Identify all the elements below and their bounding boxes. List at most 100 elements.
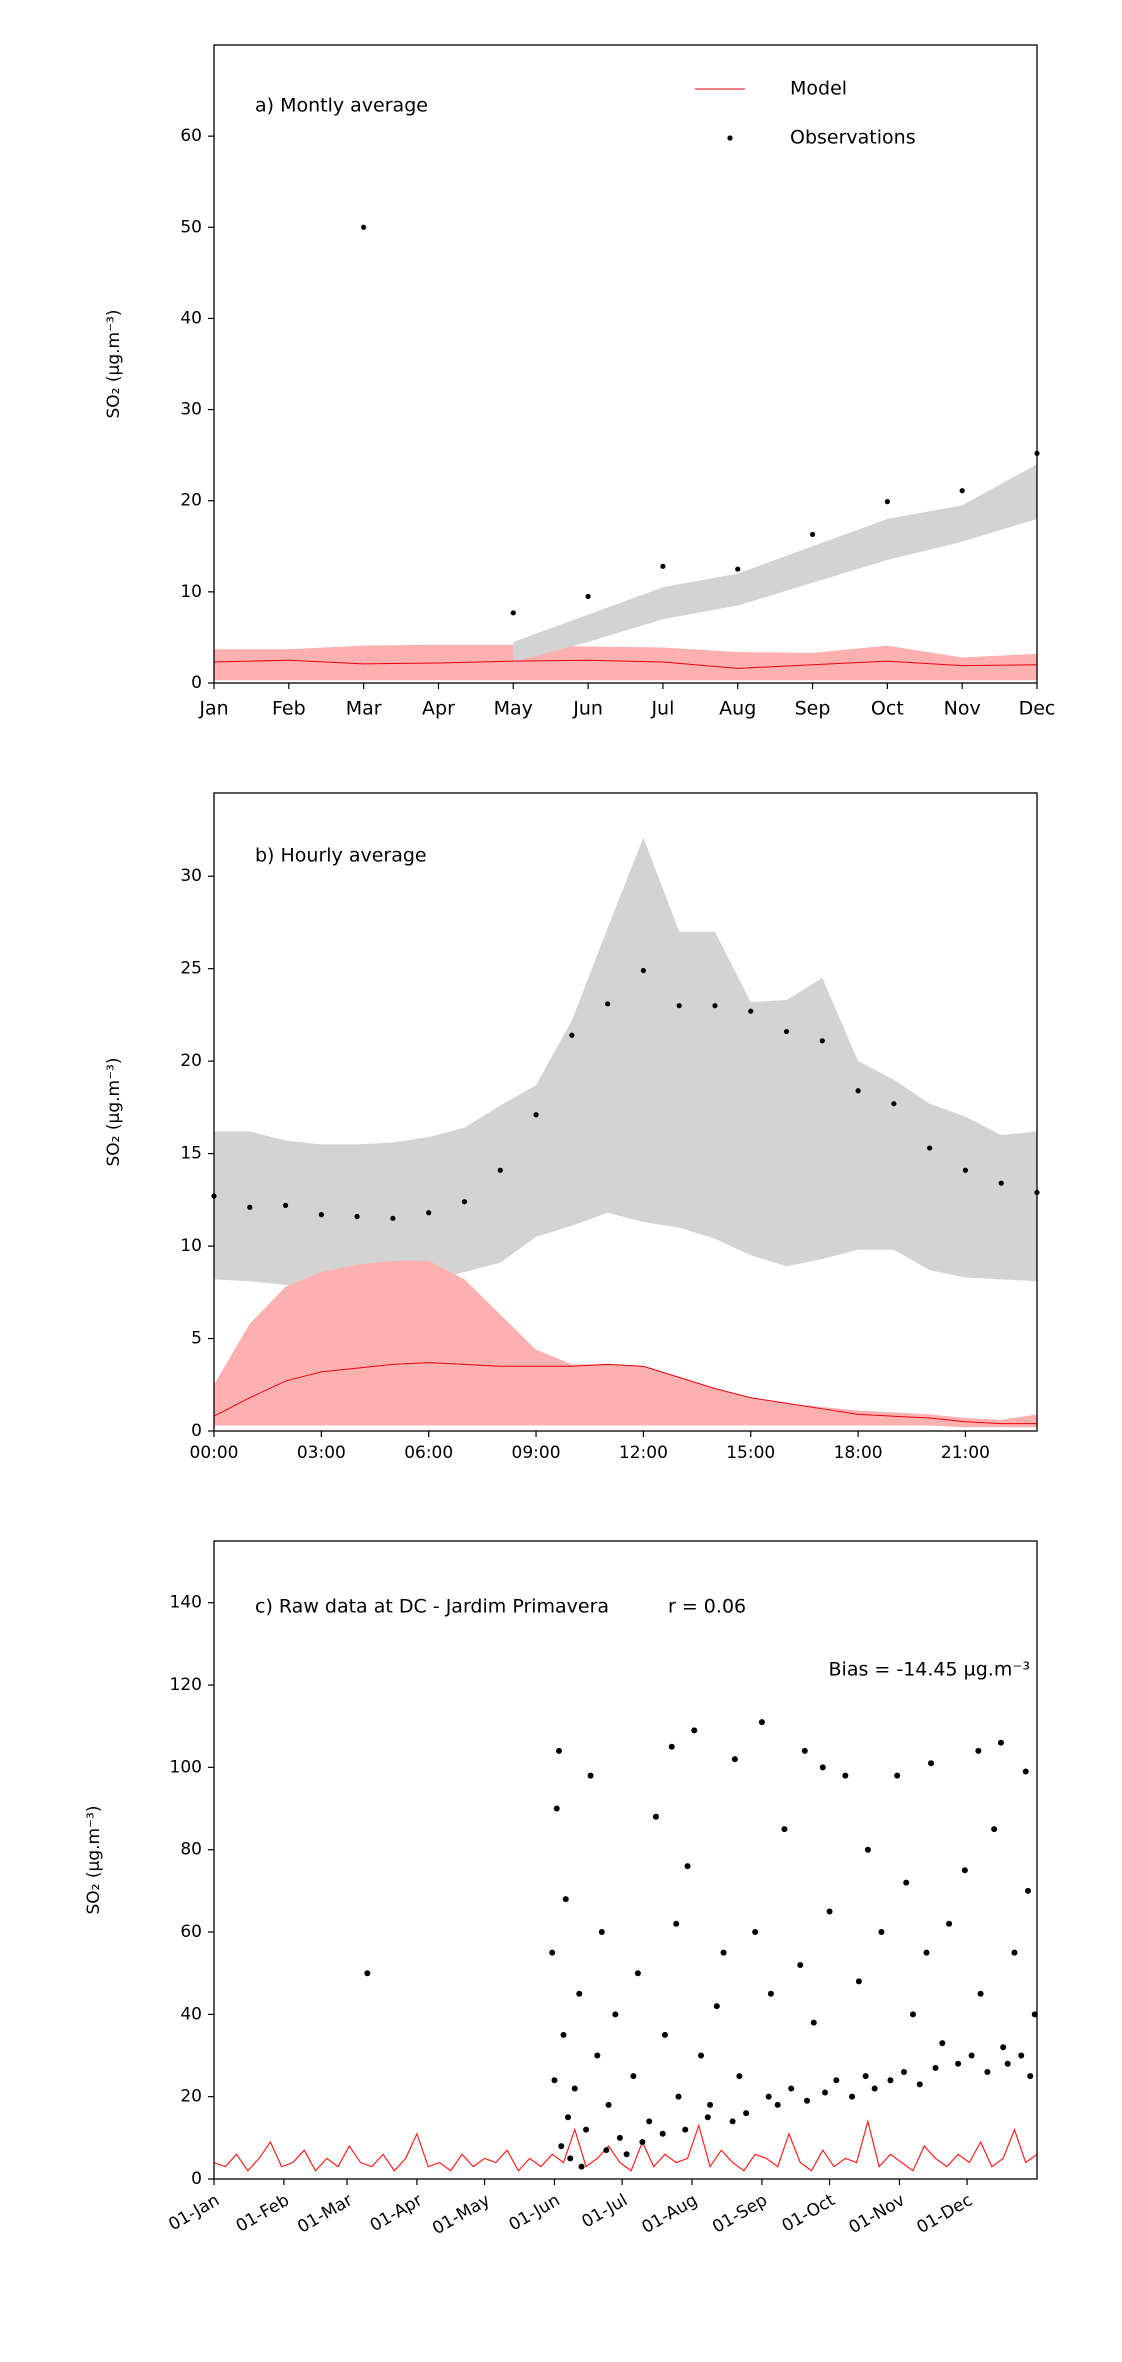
observation-point (704, 2114, 711, 2121)
observation-point (594, 2052, 601, 2059)
axes-frame (213, 1540, 1038, 2180)
observation-point (809, 531, 816, 538)
y-tick-label: 30 (180, 866, 202, 886)
legend-swatch (727, 135, 733, 141)
observation-point (864, 1846, 871, 1853)
x-tick-label: 18:00 (834, 1443, 883, 1463)
observation-point (587, 1772, 594, 1779)
observation-point (668, 1743, 675, 1750)
observation-point (758, 1719, 765, 1726)
y-tick-label: 25 (180, 959, 202, 979)
observation-point (553, 1805, 560, 1812)
observation-point (605, 2101, 612, 2108)
observation-point (959, 488, 965, 494)
observation-point (946, 1920, 953, 1927)
observation-point (639, 2138, 646, 2145)
observation-point (612, 2011, 619, 2018)
observation-point (562, 1896, 569, 1903)
observation-point (855, 1978, 862, 1985)
y-tick-label: 10 (180, 582, 202, 602)
observation-point (729, 2118, 736, 2125)
observation-point (551, 2077, 558, 2084)
observation-point (660, 563, 666, 569)
y-tick-label: 10 (180, 1236, 202, 1256)
x-tick-label: 03:00 (297, 1443, 346, 1463)
observation-point (998, 1180, 1004, 1186)
y-tick-label: 15 (180, 1144, 202, 1164)
observation-point (939, 2040, 946, 2047)
y-tick-label: 80 (180, 1840, 202, 1860)
observation-point (390, 1215, 396, 1221)
observation-point (1022, 1768, 1029, 1775)
observation-point (616, 2134, 623, 2141)
observation-point (707, 2101, 714, 2108)
observation-point (533, 1112, 539, 1118)
observation-point (1011, 1949, 1018, 1956)
observation-point (932, 2064, 939, 2071)
x-tick-label: 01-Apr (367, 2190, 426, 2236)
x-tick-label: Mar (346, 698, 382, 720)
x-tick-label: Jan (198, 698, 228, 720)
observation-point (576, 1990, 583, 1997)
observation-point (1027, 2073, 1034, 2080)
y-tick-label: 100 (170, 1757, 202, 1777)
x-tick-label: 01-Sep (709, 2190, 771, 2237)
observation-point (977, 1990, 984, 1997)
x-tick-label: 01-Jun (506, 2190, 564, 2235)
observation-point (558, 2143, 565, 2150)
y-tick-label: 0 (191, 1421, 202, 1441)
observation-point (426, 1210, 432, 1216)
observation-point (684, 1863, 691, 1870)
x-tick-label: 01-Oct (779, 2190, 839, 2236)
observation-point (961, 1867, 968, 1874)
x-tick-label: Aug (719, 698, 756, 720)
observation-point (652, 1813, 659, 1820)
observation-point (894, 1772, 901, 1779)
observation-point (804, 2097, 811, 2104)
observation-point (659, 2130, 666, 2137)
observation-point (997, 1739, 1004, 1746)
observation-point (855, 1088, 861, 1094)
axes-frame (213, 792, 1038, 1432)
y-tick-label: 50 (180, 217, 202, 237)
observation-point (675, 2093, 682, 2100)
observation-point (903, 1879, 910, 1886)
observation-point (752, 1929, 759, 1936)
observation-point (735, 566, 741, 572)
observation-point (555, 1747, 562, 1754)
x-tick-label: 01-May (429, 2190, 493, 2239)
observation-point (801, 1747, 808, 1754)
observation-point (569, 1032, 575, 1038)
observation-point (968, 2052, 975, 2059)
x-tick-label: Dec (1019, 698, 1056, 720)
y-axis-label: SO₂ (µg.m⁻³) (104, 309, 124, 418)
y-axis-label: SO₂ (µg.m⁻³) (104, 1057, 124, 1166)
observation-point (731, 1756, 738, 1763)
observation-point (510, 610, 516, 616)
observation-point (842, 1772, 849, 1779)
observation-point (736, 2073, 743, 2080)
axes-frame (213, 44, 1038, 684)
observation-point (928, 1760, 935, 1767)
x-tick-label: Apr (422, 698, 455, 720)
observation-point (884, 499, 890, 505)
y-tick-label: 40 (180, 308, 202, 328)
observation-point (962, 1167, 969, 1173)
x-tick-label: Jun (572, 698, 603, 720)
observation-point (822, 2089, 829, 2096)
x-tick-label: Feb (272, 698, 306, 720)
x-tick-label: 01-Feb (233, 2190, 293, 2236)
observation-point (1031, 2011, 1038, 2018)
observation-point (900, 2068, 907, 2075)
y-axis-label: SO₂ (µg.m⁻³) (84, 1805, 104, 1914)
observation-point (849, 2093, 856, 2100)
band (214, 1260, 1037, 1428)
x-tick-label: Oct (871, 698, 904, 720)
observation-point (862, 2073, 869, 2080)
observation-point (571, 2085, 578, 2092)
observation-point (605, 1001, 611, 1007)
observation-point (767, 1990, 774, 1997)
x-tick-label: 12:00 (619, 1443, 668, 1463)
observation-point (1004, 2060, 1011, 2067)
annotation: a) Montly average (255, 95, 428, 117)
